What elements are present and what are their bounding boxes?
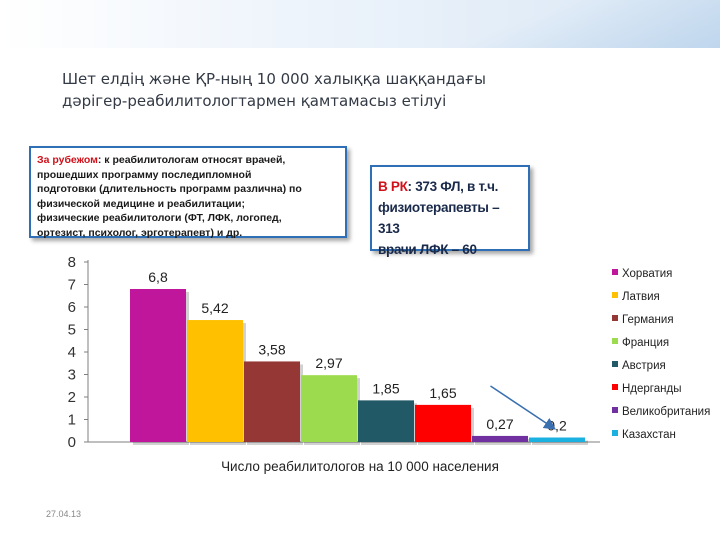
slide-title: Шет елдің және ҚР-ның 10 000 халыққа шақ… [62,68,662,112]
legend-swatch [612,407,618,413]
callout-abroad-line-1: прошедших программу последипломной [37,168,252,181]
y-tick-label: 0 [68,434,76,451]
legend-swatch [612,338,618,344]
y-tick-label: 8 [68,254,76,271]
data-label: 6,8 [148,269,168,285]
data-label: 0,27 [486,416,513,432]
callout-rk: В РК: 373 ФЛ, в т.ч. физиотерапевты – 31… [370,165,530,257]
y-tick-label: 3 [68,367,76,384]
bar-0 [130,289,186,442]
y-tick-label: 4 [68,344,76,361]
callout-rk-line-1: : 373 ФЛ, в т.ч. [407,179,499,194]
title-line-2: дәрігер-реабилитологтармен қамтамасыз ет… [62,92,447,110]
legend-swatch [612,315,618,321]
y-tick-label: 6 [68,299,76,316]
data-label: 1,85 [372,380,399,396]
callout-abroad-line-4: физические реабилитологи (ФТ, ЛФК, логоп… [37,212,282,224]
legend-swatch [612,361,618,367]
bar-1 [187,320,243,442]
legend-label: Великобритания [622,406,710,418]
data-label: 3,58 [258,341,285,357]
bar-6 [472,435,528,442]
legend-label: Ндерганды [622,383,681,395]
legend-label: Австрия [622,360,666,372]
y-tick-label: 1 [68,412,76,429]
y-tick-label: 5 [68,322,76,339]
bar-shadow [532,440,588,445]
legend-swatch [612,292,618,298]
data-label: 1,65 [429,385,456,401]
callout-abroad-lead: За рубежом [37,154,98,166]
bar-2 [244,361,300,442]
annotation-arrow [490,385,556,430]
bar-5 [415,404,471,442]
legend-swatch [612,430,618,436]
legend-label: Франция [622,337,669,349]
bar-7 [529,437,585,442]
callout-rk-line-2: физиотерапевты – 313 [378,200,500,236]
callout-abroad-colon: : [97,154,102,166]
y-tick-label: 7 [68,277,76,294]
callout-abroad: За рубежом: к реабилитологам относят вра… [29,146,347,239]
bar-3 [301,375,357,442]
legend-label: Казахстан [622,429,676,441]
bar-4 [358,400,414,442]
y-tick-label: 2 [68,389,76,406]
callout-abroad-line-3: физической медицине и реабилитации; [37,197,245,210]
x-axis-label: Число реабилитологов на 10 000 населения [221,459,499,474]
legend-label: Германия [622,314,674,326]
header-band [0,0,720,48]
callout-abroad-line-5: ортезист, психолог, эрготерапевт) и др. [37,226,243,239]
legend-swatch [612,269,618,275]
callout-rk-line-3: врачи ЛФК – 60 [378,242,477,257]
callout-rk-lead: В РК [378,179,408,194]
legend-swatch [612,384,618,390]
legend-label: Латвия [622,291,660,303]
title-line-1: Шет елдің және ҚР-ның 10 000 халыққа шақ… [62,70,486,88]
data-label: 2,97 [315,355,342,371]
data-label: 5,42 [201,300,228,316]
callout-abroad-line-0: к реабилитологам относят врачей, [101,154,286,166]
slide-date: 27.04.13 [46,509,82,519]
legend-label: Хорватия [622,268,672,280]
callout-abroad-line-2: подготовки (длительность программ различ… [37,183,302,195]
